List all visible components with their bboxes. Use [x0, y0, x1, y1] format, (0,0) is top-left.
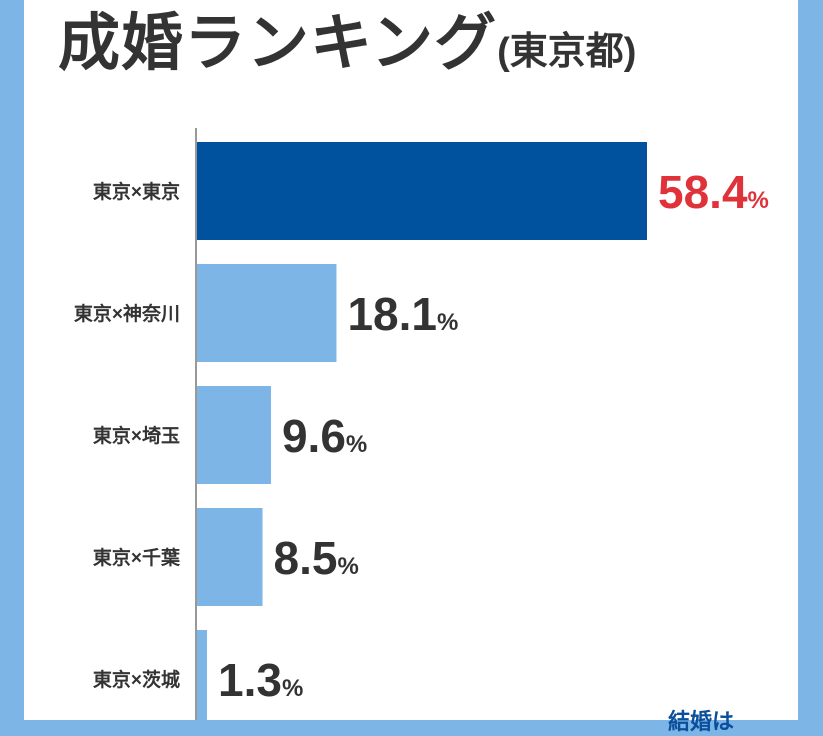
data-label: 8.5% — [273, 532, 358, 584]
bar — [197, 264, 337, 362]
title-sub: (東京都) — [497, 31, 637, 73]
data-label: 18.1% — [347, 288, 458, 340]
chart-title: 成婚ランキング(東京都) — [58, 0, 636, 82]
category-label: 東京×埼玉 — [93, 424, 180, 447]
title-main: 成婚ランキング — [58, 9, 498, 78]
bar — [197, 386, 271, 484]
bar-chart: 東京×東京 58.4% 東京×神奈川 18.1% 東京×埼玉 9.6% 東京×千葉 8.5% 東… — [74, 128, 769, 720]
category-label: 東京×千葉 — [93, 546, 181, 569]
bar — [197, 630, 208, 720]
footer-text: 結婚は — [668, 709, 735, 734]
data-label: 1.3% — [218, 654, 303, 706]
category-label: 東京×茨城 — [93, 668, 180, 691]
category-label: 東京×東京 — [93, 180, 180, 203]
data-label: 9.6% — [282, 410, 367, 462]
category-label: 東京×神奈川 — [74, 302, 180, 325]
bar — [197, 142, 647, 240]
bar — [197, 508, 263, 606]
data-label: 58.4% — [658, 166, 769, 218]
chart-panel — [24, 0, 798, 720]
